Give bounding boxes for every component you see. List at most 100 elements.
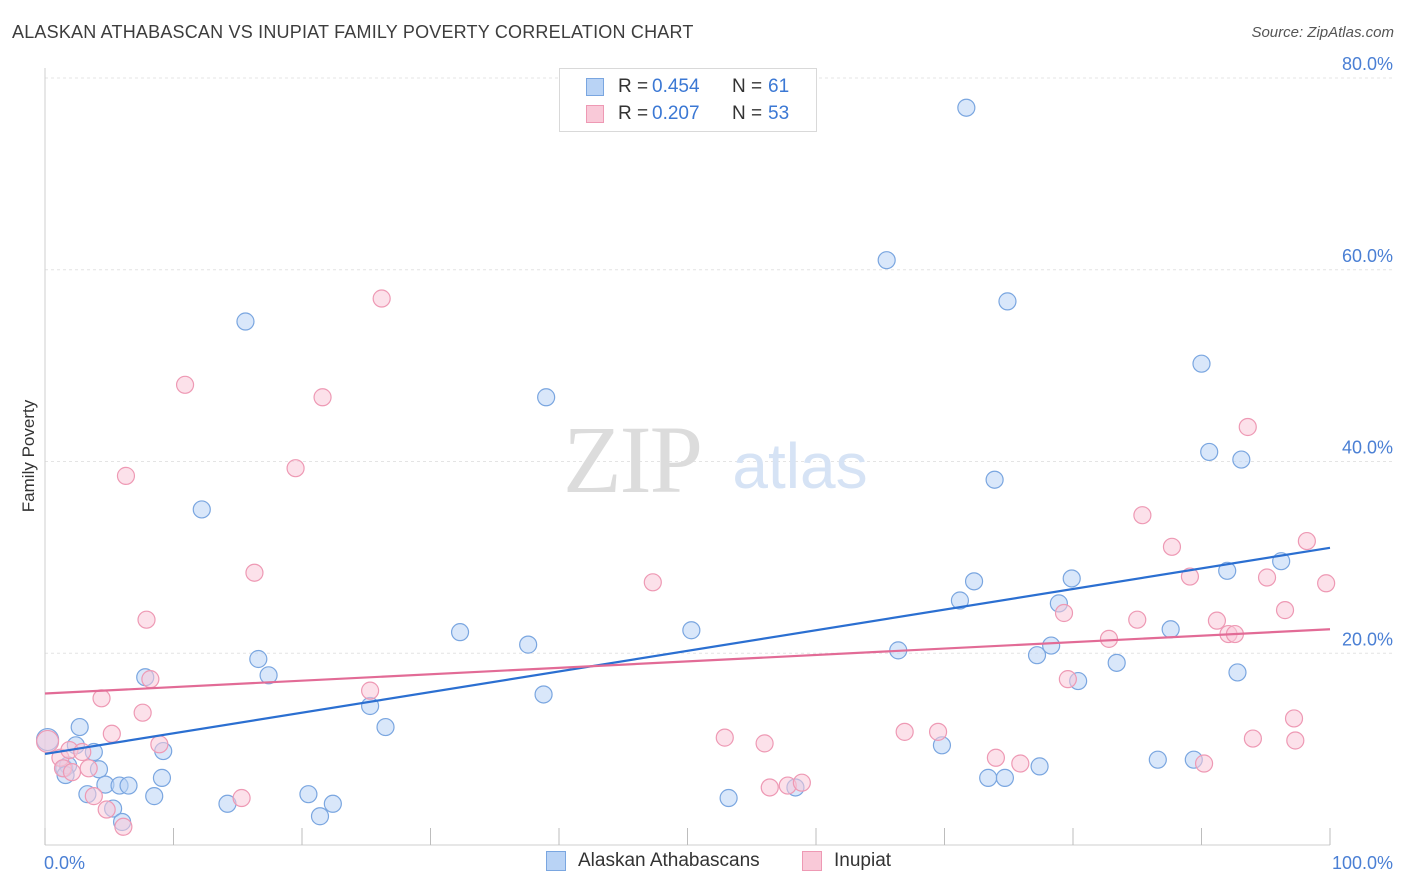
legend-r-value: 0.454 <box>652 76 700 97</box>
data-point <box>1148 750 1167 769</box>
trend-line-1 <box>44 628 1331 695</box>
data-point <box>79 759 98 778</box>
y-axis-title: Family Poverty <box>19 399 38 512</box>
data-point <box>998 292 1017 311</box>
watermark: ZIP atlas <box>563 406 868 513</box>
data-point <box>141 670 160 689</box>
data-point <box>310 807 330 826</box>
legend-swatch-inupiat <box>802 851 822 871</box>
data-point <box>313 388 332 407</box>
data-point <box>928 722 948 741</box>
data-point <box>137 610 156 629</box>
y-tick-label-3: 80.0% <box>1342 54 1393 74</box>
series-legend: Alaskan Athabascans Inupiat <box>0 850 1406 880</box>
chart-title: ALASKAN ATHABASCAN VS INUPIAT FAMILY POV… <box>12 22 694 42</box>
data-point <box>1058 670 1077 689</box>
data-point <box>1011 754 1030 773</box>
legend-label-athabascans: Alaskan Athabascans <box>578 850 760 871</box>
data-point <box>1228 663 1247 682</box>
legend-row-athabascans: R = 0.454 N = 61 <box>586 74 789 100</box>
data-point <box>1232 450 1251 469</box>
data-point <box>97 800 116 819</box>
data-point <box>1284 709 1304 728</box>
data-point <box>1286 731 1305 750</box>
x-tick-label-max: 100.0% <box>1332 853 1393 873</box>
legend-r-value: 0.207 <box>652 103 700 124</box>
data-point <box>133 703 152 722</box>
data-point <box>35 729 60 754</box>
data-point <box>985 470 1004 489</box>
data-point <box>1042 636 1061 655</box>
data-point <box>1275 601 1295 620</box>
data-point <box>643 573 662 592</box>
data-point <box>1161 620 1180 639</box>
legend-r-label: R = <box>618 103 649 124</box>
axis-labels: 20.0% 40.0% 60.0% 80.0% 0.0% 100.0% <box>44 54 1393 873</box>
data-point <box>1128 610 1147 629</box>
data-point <box>1062 569 1081 588</box>
data-point <box>1162 537 1182 556</box>
legend-n-value: 53 <box>768 103 790 124</box>
legend-n-value: 61 <box>768 76 790 97</box>
data-point <box>1257 568 1277 587</box>
data-point <box>1194 754 1214 773</box>
data-point <box>152 768 172 787</box>
data-point <box>102 724 121 743</box>
y-tick-label-0: 20.0% <box>1342 629 1393 649</box>
data-point <box>682 621 701 640</box>
data-point <box>1027 646 1047 665</box>
legend-swatch-athabascans <box>546 851 566 871</box>
legend-label-inupiat: Inupiat <box>834 850 892 871</box>
data-point <box>1207 611 1227 630</box>
data-point <box>1218 561 1237 580</box>
data-point <box>1030 757 1049 776</box>
data-point <box>232 788 251 808</box>
data-point <box>755 734 774 753</box>
data-point <box>964 572 984 591</box>
legend-r-label: R = <box>618 76 649 97</box>
legend-item-athabascans[interactable]: Alaskan Athabascans <box>546 850 760 872</box>
data-point <box>376 717 395 737</box>
data-point <box>175 375 195 394</box>
x-tick-label-min: 0.0% <box>44 853 85 873</box>
legend-item-inupiat[interactable]: Inupiat <box>802 850 891 872</box>
axes <box>44 68 1331 846</box>
data-point <box>150 735 169 754</box>
data-point <box>92 689 111 708</box>
data-point <box>372 289 391 308</box>
data-point <box>895 722 914 741</box>
source-label: Source: ZipAtlas.com <box>1251 24 1394 41</box>
data-point <box>259 666 278 685</box>
data-point <box>249 649 268 669</box>
legend-swatch-inupiat <box>586 105 604 123</box>
data-point <box>70 717 89 737</box>
data-point <box>715 728 734 747</box>
data-point <box>950 591 970 610</box>
data-point <box>114 817 133 836</box>
data-point <box>877 251 896 270</box>
data-point <box>534 685 553 704</box>
data-point <box>719 788 738 808</box>
data-point <box>116 466 136 485</box>
data-point <box>450 623 470 642</box>
legend-n-label: N = <box>732 76 763 97</box>
data-point <box>192 500 211 519</box>
data-point <box>1099 629 1119 648</box>
trend-line-0 <box>44 546 1331 756</box>
data-point <box>1200 442 1219 462</box>
data-point <box>1180 567 1200 586</box>
data-point <box>760 778 779 797</box>
data-point <box>145 787 164 806</box>
grid-lines <box>45 77 1392 654</box>
data-point <box>361 681 380 700</box>
watermark-atlas: atlas <box>732 430 867 502</box>
legend-swatch-athabascans <box>586 78 604 96</box>
data-point <box>286 459 305 478</box>
data-point <box>979 768 998 787</box>
data-point <box>1192 354 1211 373</box>
data-point <box>1238 417 1257 437</box>
y-tick-label-1: 40.0% <box>1342 438 1393 458</box>
data-point <box>1297 531 1316 551</box>
data-point <box>84 787 103 806</box>
data-point <box>299 785 318 804</box>
